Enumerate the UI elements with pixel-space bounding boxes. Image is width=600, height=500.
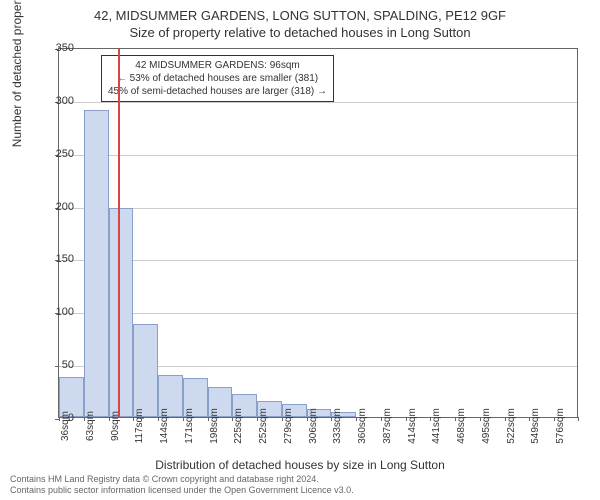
xtick-label: 414sqm bbox=[407, 408, 418, 444]
ytick-label: 50 bbox=[44, 359, 74, 371]
xtick-label: 333sqm bbox=[332, 408, 343, 444]
xtick-label: 522sqm bbox=[506, 408, 517, 444]
ytick-label: 300 bbox=[44, 95, 74, 107]
ytick-label: 100 bbox=[44, 306, 74, 318]
histogram-bar bbox=[133, 324, 158, 417]
gridline bbox=[59, 313, 577, 314]
xtick-label: 387sqm bbox=[382, 408, 393, 444]
y-axis-label: Number of detached properties bbox=[10, 0, 24, 147]
chart-subtitle: Size of property relative to detached ho… bbox=[0, 23, 600, 40]
xtick-label: 198sqm bbox=[209, 408, 220, 444]
x-axis-label: Distribution of detached houses by size … bbox=[0, 458, 600, 472]
xtick-label: 252sqm bbox=[258, 408, 269, 444]
gridline bbox=[59, 155, 577, 156]
chart-container: 42, MIDSUMMER GARDENS, LONG SUTTON, SPAL… bbox=[0, 0, 600, 500]
ytick-label: 200 bbox=[44, 201, 74, 213]
gridline bbox=[59, 260, 577, 261]
annotation-line1: 42 MIDSUMMER GARDENS: 96sqm bbox=[108, 59, 327, 72]
xtick-label: 306sqm bbox=[308, 408, 319, 444]
footer-attribution: Contains HM Land Registry data © Crown c… bbox=[10, 474, 354, 496]
xtick-label: 36sqm bbox=[60, 411, 71, 441]
footer-line1: Contains HM Land Registry data © Crown c… bbox=[10, 474, 354, 485]
xtick-label: 171sqm bbox=[184, 408, 195, 444]
plot-area: 42 MIDSUMMER GARDENS: 96sqm ← 53% of det… bbox=[58, 48, 578, 418]
xtick-label: 441sqm bbox=[431, 408, 442, 444]
xtick-label: 117sqm bbox=[134, 409, 145, 444]
gridline bbox=[59, 208, 577, 209]
xtick-label: 225sqm bbox=[233, 408, 244, 444]
xtick-mark bbox=[578, 417, 579, 421]
gridline bbox=[59, 102, 577, 103]
histogram-bar bbox=[84, 110, 109, 417]
annotation-line3: 45% of semi-detached houses are larger (… bbox=[108, 85, 327, 98]
histogram-bar bbox=[109, 208, 134, 417]
xtick-label: 144sqm bbox=[159, 408, 170, 444]
ytick-label: 350 bbox=[44, 42, 74, 54]
ytick-label: 150 bbox=[44, 253, 74, 265]
xtick-label: 495sqm bbox=[481, 408, 492, 444]
xtick-label: 279sqm bbox=[283, 408, 294, 444]
footer-line2: Contains public sector information licen… bbox=[10, 485, 354, 496]
property-annotation: 42 MIDSUMMER GARDENS: 96sqm ← 53% of det… bbox=[101, 55, 334, 102]
xtick-label: 468sqm bbox=[456, 408, 467, 444]
xtick-label: 576sqm bbox=[555, 408, 566, 444]
ytick-label: 250 bbox=[44, 148, 74, 160]
xtick-label: 360sqm bbox=[357, 408, 368, 444]
annotation-line2: ← 53% of detached houses are smaller (38… bbox=[108, 72, 327, 85]
xtick-label: 63sqm bbox=[85, 411, 96, 441]
xtick-label: 90sqm bbox=[110, 411, 121, 441]
chart-title-address: 42, MIDSUMMER GARDENS, LONG SUTTON, SPAL… bbox=[0, 0, 600, 23]
xtick-label: 549sqm bbox=[530, 408, 541, 444]
reference-line bbox=[118, 49, 120, 417]
